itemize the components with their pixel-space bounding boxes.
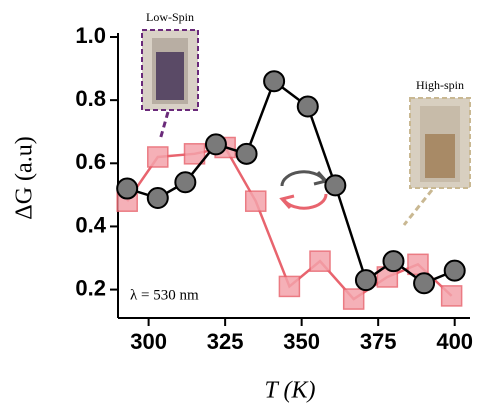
square-marker bbox=[244, 190, 267, 212]
x-tick-label: 350 bbox=[283, 329, 320, 354]
x-tick-label: 400 bbox=[436, 329, 473, 354]
circle-marker bbox=[443, 259, 466, 282]
circle-marker bbox=[204, 133, 227, 156]
x-tick-label: 325 bbox=[207, 329, 244, 354]
circle-marker bbox=[413, 272, 436, 295]
annotation: High-spin bbox=[416, 78, 464, 92]
circle-marker bbox=[146, 187, 169, 210]
x-axis-label: T (K) bbox=[265, 378, 316, 404]
square-marker bbox=[342, 288, 365, 310]
circle-marker bbox=[382, 250, 405, 273]
circle-marker bbox=[263, 70, 286, 93]
annotation: λ = 530 nm bbox=[130, 287, 199, 303]
x-tick-label: 300 bbox=[130, 329, 167, 354]
y-tick-label: 0.4 bbox=[75, 212, 106, 237]
square-marker bbox=[407, 253, 429, 276]
low-spin-photo bbox=[141, 29, 199, 141]
circle-marker bbox=[296, 95, 319, 118]
circle-marker bbox=[174, 171, 197, 194]
y-axis-label: ΔG (a.u) bbox=[12, 136, 38, 219]
square-marker bbox=[183, 143, 206, 165]
annotation: Low-Spin bbox=[146, 10, 194, 24]
circle-marker bbox=[116, 177, 139, 200]
square-marker bbox=[278, 275, 301, 298]
y-tick-label: 0.8 bbox=[75, 86, 106, 111]
circle-marker bbox=[235, 142, 258, 165]
y-tick-label: 0.2 bbox=[75, 275, 106, 300]
high-spin-photo bbox=[402, 97, 471, 226]
square-marker bbox=[147, 146, 169, 168]
circle-marker bbox=[324, 174, 347, 197]
x-tick-label: 375 bbox=[360, 329, 397, 354]
square-marker bbox=[440, 285, 463, 307]
square-marker bbox=[309, 250, 331, 272]
y-tick-label: 0.6 bbox=[75, 149, 106, 174]
switch-icon bbox=[279, 170, 329, 210]
circle-marker bbox=[354, 269, 377, 292]
y-tick-label: 1.0 bbox=[75, 23, 106, 48]
